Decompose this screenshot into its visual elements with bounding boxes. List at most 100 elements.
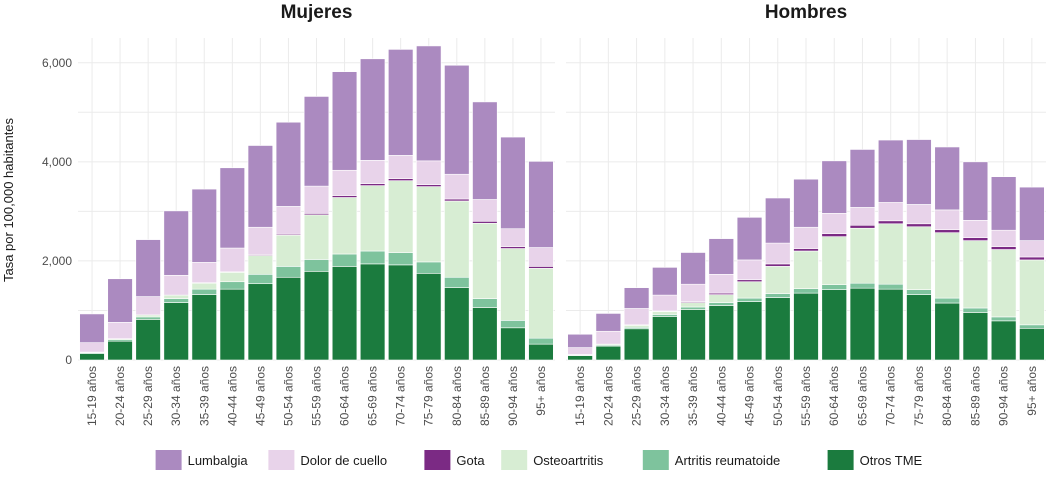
bar-40-44-anos xyxy=(219,167,245,361)
panel-mujeres: 0 2,000 4,000 6,000 Mujeres 15-19 años 20-24 a… xyxy=(42,2,555,426)
bar-segment-otros-tme xyxy=(708,305,735,361)
bar-segment-lumbalgia xyxy=(135,239,161,297)
bar-segment-otros-tme xyxy=(680,309,706,361)
legend-swatch xyxy=(501,450,528,470)
x-tick-label: 15-19 años xyxy=(85,366,99,426)
bar-segment-osteoartritis xyxy=(416,186,442,263)
bar-segment-artritis-reumatoide xyxy=(219,281,245,290)
bar-segment-gota xyxy=(821,233,847,237)
bar-40-44-anos xyxy=(708,238,735,361)
bar-20-24-anos xyxy=(595,313,622,361)
bar-segment-dolor-de-cuello xyxy=(962,220,989,238)
bar-segment-otros-tme xyxy=(765,297,791,361)
bar-segment-lumbalgia xyxy=(652,267,678,296)
legend-item-osteoartritis: Osteoartritis xyxy=(501,450,604,470)
bar-segment-osteoartritis xyxy=(331,197,358,255)
x-tick-label: 25-29 años xyxy=(141,366,155,426)
bar-segment-artritis-reumatoide xyxy=(500,320,526,329)
bar-segment-artritis-reumatoide xyxy=(135,316,161,320)
bar-segment-otros-tme xyxy=(359,263,386,361)
bar-segment-lumbalgia xyxy=(191,188,217,263)
bar-segment-lumbalgia xyxy=(680,252,706,285)
bar-segment-dolor-de-cuello xyxy=(163,274,189,296)
bar-segment-artritis-reumatoide xyxy=(906,289,932,295)
bar-segment-artritis-reumatoide xyxy=(163,298,189,303)
bar-85-89-anos xyxy=(472,101,498,361)
bar-35-39-anos xyxy=(191,188,217,361)
bar-segment-osteoartritis xyxy=(275,234,302,267)
bar-segment-otros-tme xyxy=(821,289,847,361)
bar-segment-dolor-de-cuello xyxy=(906,204,932,225)
bar-segment-artritis-reumatoide xyxy=(416,261,442,274)
x-tick-label: 80-84 años xyxy=(940,366,954,426)
x-tick-label: 75-79 años xyxy=(422,366,436,426)
bar-segment-dolor-de-cuello xyxy=(247,226,274,255)
legend-swatch xyxy=(642,450,669,470)
bar-segment-lumbalgia xyxy=(359,58,386,161)
bar-segment-gota xyxy=(1019,256,1045,261)
bar-segment-osteoartritis xyxy=(877,223,904,285)
bar-segment-dolor-de-cuello xyxy=(708,273,735,294)
bar-segment-lumbalgia xyxy=(444,64,470,175)
bar-segment-otros-tme xyxy=(472,307,498,361)
bar-segment-osteoartritis xyxy=(990,249,1017,318)
bar-segment-artritis-reumatoide xyxy=(331,253,358,267)
legend-label: Dolor de cuello xyxy=(300,453,387,468)
bar-segment-otros-tme xyxy=(849,287,876,361)
legend-swatch xyxy=(268,450,295,470)
legend-swatch xyxy=(424,450,451,470)
x-tick-label: 40-44 años xyxy=(225,366,239,426)
bar-segment-artritis-reumatoide xyxy=(877,283,904,290)
bar-segment-artritis-reumatoide xyxy=(962,307,989,313)
bar-segment-dolor-de-cuello xyxy=(275,206,302,235)
bar-95-anos xyxy=(528,161,554,361)
bar-segment-lumbalgia xyxy=(388,49,414,156)
bar-segment-otros-tme xyxy=(247,283,274,361)
bar-segment-dolor-de-cuello xyxy=(219,247,245,273)
bar-70-74-anos xyxy=(388,49,414,361)
bar-segment-otros-tme xyxy=(331,266,358,361)
bar-segment-otros-tme xyxy=(275,276,302,361)
bar-90-94-anos xyxy=(990,176,1017,361)
bar-segment-artritis-reumatoide xyxy=(849,282,876,289)
x-tick-label: 55-59 años xyxy=(310,366,324,426)
x-tick-label: 70-74 años xyxy=(394,366,408,426)
bar-30-34-anos xyxy=(652,267,678,361)
bar-segment-artritis-reumatoide xyxy=(934,297,960,304)
bar-segment-otros-tme xyxy=(652,316,678,361)
x-tick-label: 60-64 años xyxy=(338,366,352,426)
bar-segment-lumbalgia xyxy=(1019,186,1045,241)
x-tick-label: 90-94 años xyxy=(997,366,1011,426)
bar-segment-otros-tme xyxy=(736,301,763,361)
bar-segment-dolor-de-cuello xyxy=(303,185,330,214)
x-tick-label: 85-89 años xyxy=(478,366,492,426)
bar-segment-osteoartritis xyxy=(765,266,791,294)
y-tick-label: 2,000 xyxy=(42,254,72,268)
bar-segment-otros-tme xyxy=(793,292,819,361)
bar-segment-lumbalgia xyxy=(219,167,245,249)
x-tick-label: 25-29 años xyxy=(630,366,644,426)
bar-segment-otros-tme xyxy=(528,343,554,361)
bar-segment-gota xyxy=(877,220,904,225)
bar-segment-lumbalgia xyxy=(275,121,302,207)
bar-segment-dolor-de-cuello xyxy=(528,247,554,267)
bar-segment-artritis-reumatoide xyxy=(472,298,498,308)
bar-segment-osteoartritis xyxy=(388,180,414,253)
bar-segment-osteoartritis xyxy=(652,311,678,315)
bar-segment-osteoartritis xyxy=(219,272,245,283)
x-tick-label: 85-89 años xyxy=(968,366,982,426)
bar-segment-dolor-de-cuello xyxy=(877,202,904,222)
bar-75-79-anos xyxy=(416,45,442,361)
bar-segment-otros-tme xyxy=(877,288,904,361)
bar-segment-dolor-de-cuello xyxy=(934,209,960,231)
bar-75-79-anos xyxy=(906,139,932,361)
bar-segment-lumbalgia xyxy=(331,71,358,171)
bar-segment-dolor-de-cuello xyxy=(331,169,358,196)
bar-segment-dolor-de-cuello xyxy=(359,160,386,184)
bar-segment-lumbalgia xyxy=(79,313,105,343)
bar-segment-osteoartritis xyxy=(1019,259,1045,326)
x-tick-label: 65-69 años xyxy=(366,366,380,426)
bar-segment-lumbalgia xyxy=(595,313,622,332)
bar-segment-dolor-de-cuello xyxy=(1019,240,1045,258)
bar-segment-dolor-de-cuello xyxy=(736,259,763,281)
